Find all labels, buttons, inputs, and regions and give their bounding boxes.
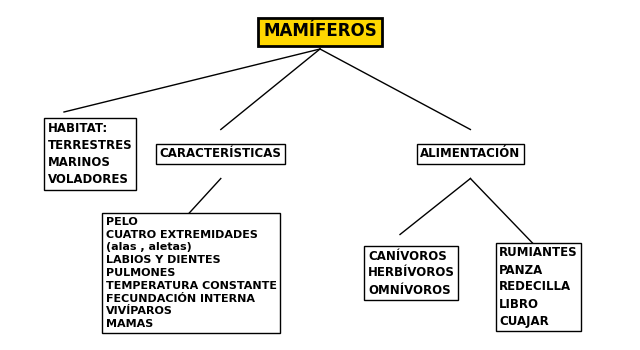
Text: CANÍVOROS
HERBÍVOROS
OMNÍVOROS: CANÍVOROS HERBÍVOROS OMNÍVOROS [368,250,455,296]
Text: CARACTERÍSTICAS: CARACTERÍSTICAS [160,147,282,161]
Text: ALIMENTACIÓN: ALIMENTACIÓN [420,147,520,161]
Text: HABITAT:
TERRESTRES
MARINOS
VOLADORES: HABITAT: TERRESTRES MARINOS VOLADORES [48,122,132,186]
Text: MAMÍFEROS: MAMÍFEROS [263,22,377,41]
Text: RUMIANTES
PANZA
REDECILLA
LIBRO
CUAJAR: RUMIANTES PANZA REDECILLA LIBRO CUAJAR [499,246,578,328]
Text: PELO
CUATRO EXTREMIDADES
(alas , aletas)
LABIOS Y DIENTES
PULMONES
TEMPERATURA C: PELO CUATRO EXTREMIDADES (alas , aletas)… [106,217,276,329]
